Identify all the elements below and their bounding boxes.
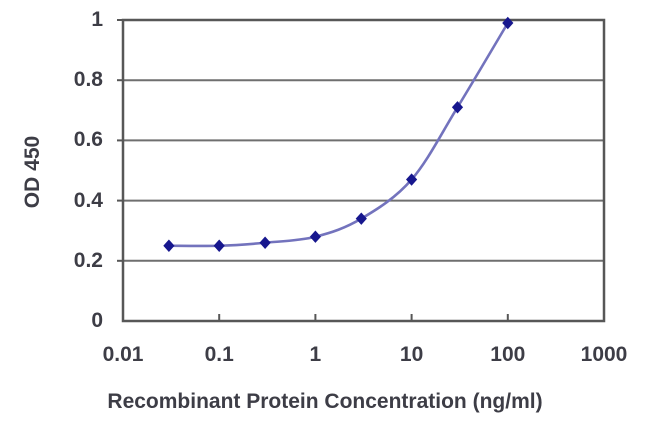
y-axis-title: OD 450 [21,135,44,209]
series-line [168,22,509,248]
data-point-marker [213,239,225,252]
plot-border [121,18,606,323]
y-tick-label: 0.6 [73,128,103,152]
y-tick-label: 1 [91,8,103,31]
data-point-marker [355,212,367,225]
y-tick-label: 0.4 [73,188,103,212]
data-point-marker [309,230,321,243]
x-tick-label: 0.01 [102,343,144,366]
x-tick-label: 10 [399,343,424,366]
x-tick-label: 0.1 [204,343,234,366]
y-tick-label: 0 [91,309,103,332]
data-point-marker [259,236,271,249]
y-tick-label: 0.2 [73,248,103,272]
x-tick-label: 100 [490,343,526,366]
data-point-marker [502,16,514,30]
data-point-marker [163,239,175,252]
x-tick-label: 1000 [580,343,628,366]
x-tick-label: 1 [309,343,322,366]
data-point-marker [451,101,464,114]
y-tick-label: 0.8 [73,68,103,92]
x-axis-title: Recombinant Protein Concentration (ng/ml… [107,390,543,413]
data-point-marker [406,173,418,186]
